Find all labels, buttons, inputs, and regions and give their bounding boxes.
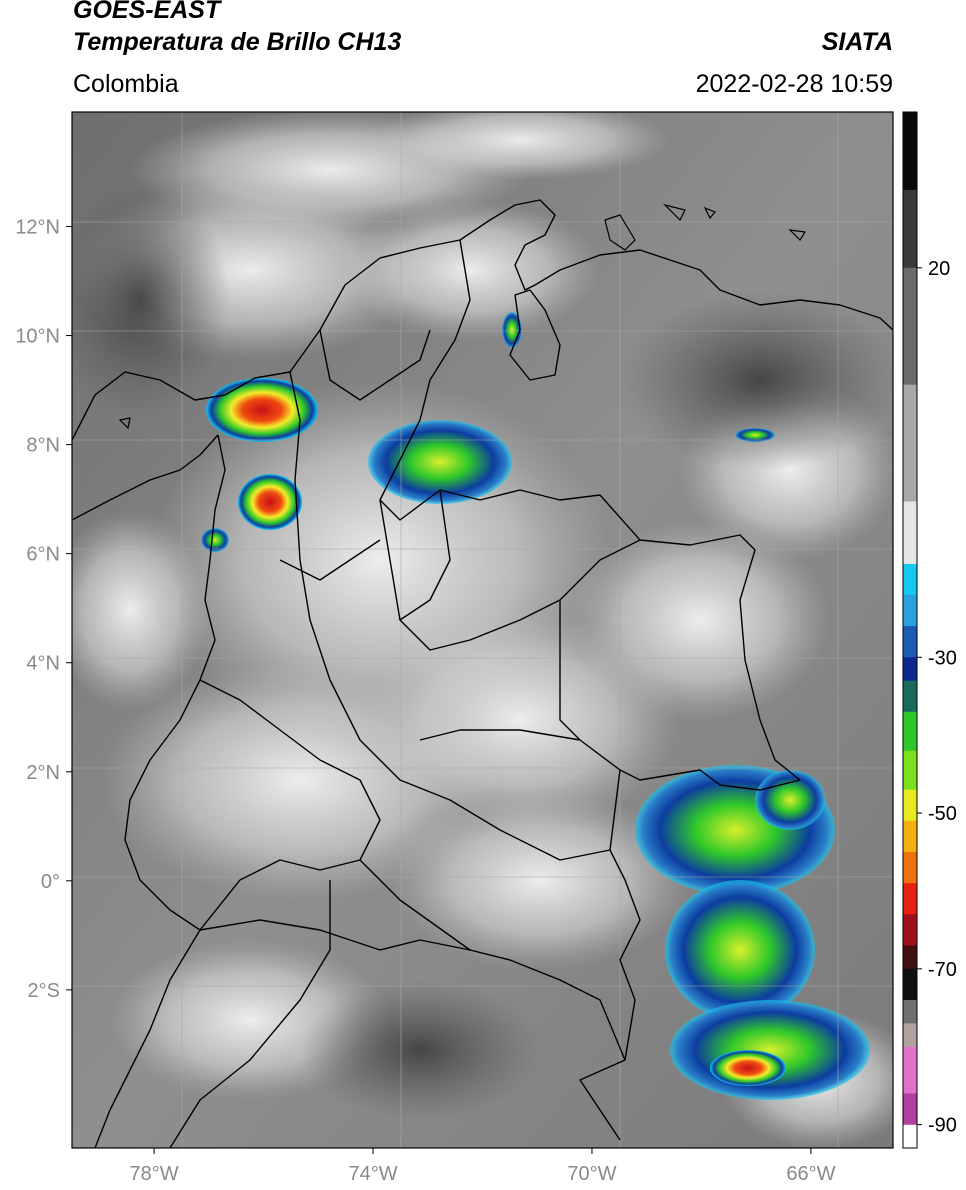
lon-tick-label: 78°W [130, 1163, 179, 1185]
storm-amazon-core [710, 1050, 786, 1086]
colorbar-segment [903, 1023, 917, 1048]
lat-tick-label: 10°N [15, 326, 60, 348]
dept-line-9 [359, 859, 471, 951]
graticule [72, 112, 893, 1148]
maracaibo-lake [509, 289, 561, 381]
storm-amazon-east [755, 770, 825, 830]
longitude-axis: 78°W 74°W 70°W 66°W [130, 1148, 836, 1185]
colorbar-segment [903, 820, 917, 853]
lat-tick-label: 2°N [26, 762, 60, 784]
satellite-image [72, 112, 893, 1148]
colorbar-segment [903, 883, 917, 915]
dept-line-3 [199, 679, 381, 931]
colorbar-segment [903, 1124, 917, 1149]
dept-line-1 [289, 371, 611, 861]
colorbar-segment [903, 626, 917, 658]
dept-line-4 [419, 729, 621, 771]
lon-tick-label: 74°W [348, 1163, 397, 1185]
panama-border [72, 434, 219, 521]
storm-pacific [201, 528, 229, 552]
storm-antioquia [238, 474, 302, 530]
lat-tick-label: 8°N [26, 435, 60, 457]
colorbar-tick-label: -30 [928, 647, 957, 669]
colorbar-segment [903, 112, 917, 191]
colorbar-segment [903, 189, 917, 269]
colorbar-segment [903, 968, 917, 1001]
storm-santander [368, 420, 512, 504]
colorbar-segment [903, 594, 917, 627]
lat-tick-label: 4°N [26, 653, 60, 675]
lon-tick-label: 70°W [567, 1163, 616, 1185]
colorbar-segment [903, 680, 917, 713]
colorbar-segment [903, 384, 917, 502]
venezuela-border [379, 239, 801, 781]
product-title: Temperatura de Brillo CH13 [73, 28, 402, 56]
latitude-axis: 12°N 10°N 8°N 6°N 4°N 2°N 0° 2°S [15, 217, 72, 1002]
colorbar-segment [903, 914, 917, 946]
dept-line-8 [279, 539, 381, 581]
dept-line-10 [169, 880, 331, 1148]
convective-storms [201, 312, 870, 1100]
colorbar-segment [903, 945, 917, 970]
storm-catatumbo [502, 312, 522, 348]
colorbar-segment [903, 852, 917, 884]
colorbar-segment [903, 563, 917, 596]
storm-venezuela [735, 428, 775, 442]
colorbar-segment [903, 1046, 917, 1094]
storm-uraba-north [206, 378, 318, 442]
lat-tick-label: 6°N [26, 544, 60, 566]
colorbar-segment [903, 789, 917, 822]
dept-line-5 [559, 600, 581, 741]
storm-amazon-south [670, 1000, 870, 1100]
colorbar-segment [903, 657, 917, 682]
satellite-title: GOES-EAST [73, 0, 221, 24]
lon-tick-label: 66°W [786, 1163, 835, 1185]
lat-tick-label: 0° [41, 871, 60, 893]
islands [118, 203, 807, 430]
colorbar-segment [903, 1000, 917, 1024]
agency-label: SIATA [821, 28, 893, 56]
colorbar-tick-label: -90 [928, 1115, 957, 1137]
colorbar-tick-label: -70 [928, 959, 957, 981]
colorbar-segment [903, 501, 917, 565]
lat-tick-label: 2°S [28, 980, 60, 1002]
peru-border [199, 919, 626, 1061]
pacific-coast [124, 434, 226, 931]
ecuador-coast [94, 929, 201, 1148]
lat-tick-label: 12°N [15, 217, 60, 239]
colorbar-tick-label: -50 [928, 803, 957, 825]
dept-line-7 [399, 489, 451, 621]
colorbar-segment [903, 711, 917, 752]
colorbar [903, 112, 917, 1149]
datetime-label: 2022-02-28 10:59 [695, 70, 893, 98]
map-frame [71, 111, 894, 1149]
dark-region [72, 180, 893, 1120]
brazil-border [579, 769, 801, 1141]
region-label: Colombia [73, 70, 179, 98]
colorbar-segment [903, 1093, 917, 1126]
colorbar-frame [902, 111, 918, 1149]
dept-line-6 [319, 329, 431, 401]
colorbar-ticks: 20 -30 -50 -70 -90 [917, 258, 957, 1137]
storm-amazon-mid [665, 880, 815, 1020]
colorbar-segment [903, 267, 917, 386]
boundaries [72, 199, 893, 1148]
colorbar-tick-label: 20 [928, 258, 950, 280]
caribbean-coast [72, 199, 893, 441]
colorbar-segment [903, 750, 917, 791]
dept-line-2 [379, 499, 641, 651]
